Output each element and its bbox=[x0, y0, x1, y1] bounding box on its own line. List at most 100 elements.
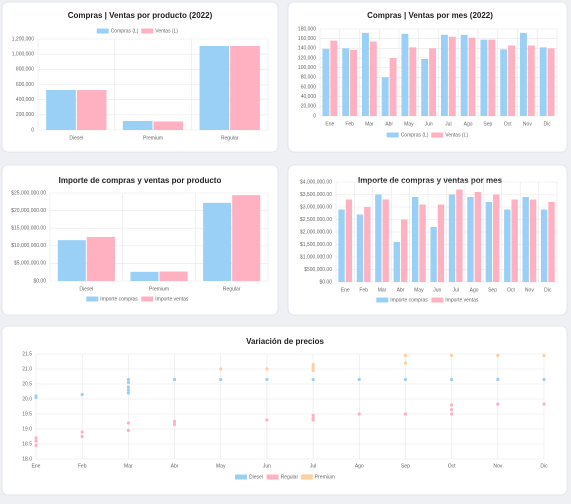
legend-swatch bbox=[300, 474, 313, 480]
y-tick-label: 19.5 bbox=[22, 411, 32, 417]
bar bbox=[488, 39, 496, 117]
x-tick-label: Regular bbox=[221, 135, 239, 141]
bar bbox=[493, 194, 500, 282]
point bbox=[80, 392, 84, 397]
x-tick-label: Premium bbox=[143, 135, 163, 141]
x-tick-label: Feb bbox=[359, 287, 368, 293]
bar bbox=[153, 121, 184, 130]
x-tick-label: Mar bbox=[378, 287, 387, 293]
bar bbox=[522, 197, 529, 282]
point bbox=[126, 428, 130, 433]
bar bbox=[203, 202, 232, 281]
point bbox=[542, 353, 546, 358]
y-tick-label: $500,000.00 bbox=[304, 267, 332, 273]
point bbox=[496, 353, 500, 358]
point bbox=[542, 402, 546, 406]
y-tick-label: 0 bbox=[31, 127, 34, 133]
legend-label: Importe compras bbox=[390, 297, 428, 303]
bar bbox=[504, 209, 511, 282]
legend-label: Compras (L) bbox=[111, 28, 139, 34]
point bbox=[542, 377, 546, 382]
legend-label: Importe compras bbox=[100, 296, 138, 302]
chart-title: Variación de precios bbox=[246, 337, 324, 346]
chart-title: Compras | Ventas por mes (2022) bbox=[367, 11, 493, 20]
x-tick-label: Feb bbox=[345, 121, 354, 127]
x-tick-label: Abr bbox=[397, 287, 405, 293]
x-tick-label: Jun bbox=[425, 121, 433, 127]
bar bbox=[389, 58, 397, 116]
bar bbox=[448, 194, 456, 282]
bar bbox=[400, 219, 408, 282]
x-tick-label: Oct bbox=[448, 463, 456, 469]
point bbox=[311, 413, 315, 418]
y-tick-label: 160,000 bbox=[298, 36, 316, 42]
bar bbox=[322, 48, 330, 116]
point bbox=[126, 421, 130, 425]
point bbox=[403, 412, 408, 416]
point bbox=[450, 407, 454, 412]
bar bbox=[409, 47, 417, 116]
bar bbox=[480, 39, 488, 117]
point bbox=[311, 418, 315, 422]
y-tick-label: 20.0 bbox=[22, 396, 32, 402]
point bbox=[311, 377, 315, 382]
point bbox=[34, 436, 38, 440]
bar bbox=[448, 36, 456, 116]
y-tick-label: 18.0 bbox=[22, 456, 32, 462]
bar bbox=[467, 197, 474, 282]
y-tick-label: 1,000,000 bbox=[12, 51, 34, 57]
point bbox=[126, 385, 130, 389]
bar bbox=[437, 204, 445, 282]
point bbox=[357, 377, 361, 382]
y-tick-label: 18.5 bbox=[22, 441, 32, 447]
y-tick-label: $0.00 bbox=[33, 278, 46, 284]
y-tick-label: 21.0 bbox=[22, 366, 32, 372]
legend-label: Premium bbox=[315, 474, 335, 480]
point bbox=[34, 395, 38, 400]
legend-swatch bbox=[235, 474, 247, 480]
point bbox=[450, 353, 454, 358]
x-tick-label: Ago bbox=[355, 463, 364, 469]
bar bbox=[232, 195, 261, 281]
point bbox=[450, 412, 454, 416]
chart-title: Importe de compras y ventas por producto bbox=[59, 176, 222, 185]
point bbox=[496, 402, 500, 406]
x-tick-label: Dic bbox=[544, 121, 552, 127]
legend-swatch bbox=[141, 28, 154, 34]
bar bbox=[46, 90, 76, 130]
bar bbox=[460, 34, 468, 116]
y-tick-label: 0 bbox=[313, 113, 316, 119]
bar bbox=[330, 40, 338, 116]
bar bbox=[338, 209, 345, 282]
y-tick-label: 20,000 bbox=[301, 104, 317, 110]
x-tick-label: Regular bbox=[223, 286, 241, 292]
y-tick-label: $15,000,000.00 bbox=[11, 226, 46, 232]
bar bbox=[130, 271, 159, 281]
bar bbox=[393, 242, 400, 282]
y-tick-label: 20.5 bbox=[22, 381, 32, 387]
bar bbox=[500, 49, 508, 116]
x-tick-label: Jul bbox=[445, 121, 451, 127]
bar bbox=[421, 58, 429, 116]
point bbox=[126, 391, 130, 395]
bar bbox=[364, 207, 371, 282]
legend-swatch bbox=[96, 28, 109, 34]
x-tick-label: Ago bbox=[464, 121, 473, 127]
y-tick-label: 80,000 bbox=[301, 75, 317, 81]
y-tick-label: 40,000 bbox=[301, 94, 317, 100]
y-tick-label: $3,000,000.00 bbox=[300, 204, 332, 210]
chart-title: Compras | Ventas por producto (2022) bbox=[68, 11, 213, 20]
point bbox=[450, 403, 454, 407]
bar bbox=[508, 45, 516, 116]
x-tick-label: Mar bbox=[124, 463, 133, 469]
x-tick-label: Abr bbox=[171, 463, 179, 469]
x-tick-label: Nov bbox=[525, 287, 534, 293]
x-tick-label: Sep bbox=[488, 287, 497, 293]
point bbox=[496, 377, 500, 382]
legend-label: Importe ventas bbox=[445, 297, 479, 303]
bar bbox=[429, 48, 437, 117]
point bbox=[172, 422, 177, 427]
point bbox=[34, 443, 38, 448]
